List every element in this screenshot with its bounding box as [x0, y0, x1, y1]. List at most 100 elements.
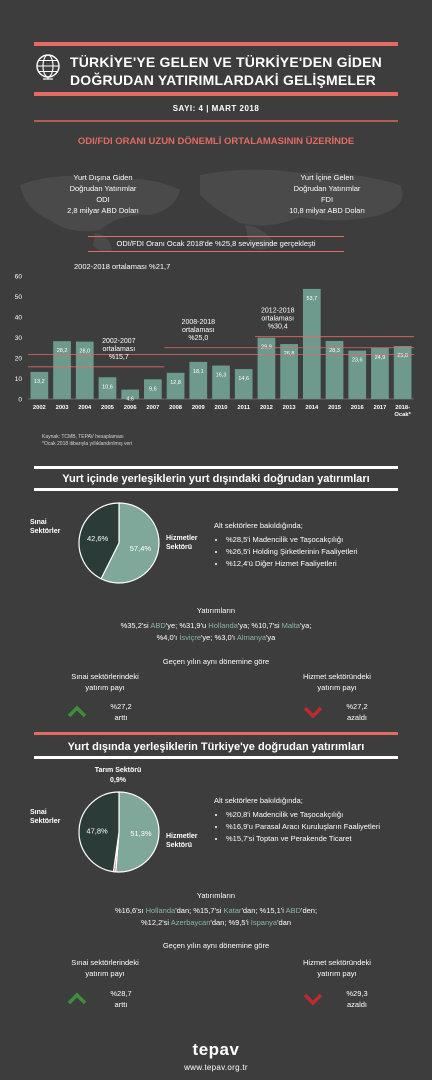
footer-url[interactable]: www.tepav.org.tr: [184, 1063, 248, 1072]
bar: [75, 341, 94, 399]
average-label: %30,4: [268, 324, 288, 331]
list-item: %16,9'u Parasal Aracı Kuruluşların Faali…: [226, 821, 414, 833]
inv-text: 'dan; %15,7'si: [175, 906, 224, 915]
bar-value-label: 24,9: [375, 355, 386, 361]
arrow-down-icon: [303, 706, 323, 719]
inv-text: %4,0'ı: [156, 633, 180, 642]
average-label: 2008-2018: [182, 319, 216, 326]
average-label: 2002-2018 ortalaması %21,7: [74, 262, 170, 271]
pie2-top-label-2: 0,9%: [110, 777, 126, 784]
pie-value-label: 57,4%: [130, 544, 152, 553]
section3-left-stat: Sınai sektörlerindeki yatırım payı: [50, 957, 160, 979]
inv-text: 'dan: [277, 918, 292, 927]
average-label: 2002-2007: [102, 338, 136, 345]
x-tick-label: 2005: [101, 405, 115, 411]
x-tick-label: 2009: [192, 405, 206, 411]
y-tick-label: 20: [15, 356, 23, 363]
s2-right-value-block: %27,2 azaldı: [332, 701, 382, 723]
y-tick-label: 60: [15, 274, 23, 281]
x-tick-label: Ocak*: [394, 412, 411, 418]
inv-text: 'ya;: [299, 621, 312, 630]
section2-title: Yurt içinde yerleşiklerin yurt dışındaki…: [62, 473, 370, 485]
list-item: %26,5'i Holding Şirketlerinin Faaliyetle…: [226, 546, 414, 558]
bar-value-label: 4,6: [126, 397, 134, 403]
header-top-line: [34, 42, 398, 46]
pie1-right-label-2: Sektörü: [166, 544, 193, 551]
bar: [234, 369, 253, 399]
fdi-line2: Doğrudan Yatırımlar: [293, 184, 361, 193]
section3-sub-title: Alt sektörlere bakıldığında;: [214, 796, 303, 805]
section3-inv-line2: %12,2'si Azerbaycan'dan; %9,5'i İspanya'…: [0, 917, 432, 929]
section3-right-stat: Hizmet sektöründeki yatırım payı: [282, 957, 392, 979]
country-name: Hollanda: [145, 906, 176, 915]
s2-left-value-block: %27,2 arttı: [96, 701, 146, 723]
section3-bottom-rule: [34, 756, 398, 759]
source-line-1: Kaynak: TCMB, TEPAV hesaplaması: [42, 434, 124, 440]
ratio-banner: ODI/FDI Oranı Ocak 2018'de %25,8 seviyes…: [88, 236, 344, 252]
section2-bottom-rule: [34, 488, 398, 491]
bar: [53, 341, 71, 399]
section2-investments: Yatırımların %35,2'si ABD'ye; %31,9'u Ho…: [0, 605, 432, 644]
bar: [30, 371, 49, 399]
country-name: İsviçre: [179, 633, 201, 642]
bar-value-label: 23,6: [352, 358, 363, 364]
title-line-2: DOĞRUDAN YATIRIMLARDAKİ GELİŞMELER: [70, 72, 376, 88]
s3-left-label1: Sınai sektörlerindeki: [71, 958, 139, 967]
fdi-box: Yurt İçine Gelen Doğrudan Yatırımlar FDI…: [262, 172, 392, 216]
globe-icon: [36, 54, 60, 80]
bar: [257, 337, 276, 399]
s3-right-dir: azaldı: [346, 1000, 367, 1009]
x-tick-label: 2010: [215, 405, 228, 411]
pie2-top-label: Tarım Sektörü 0,9%: [78, 766, 158, 785]
x-tick-label: 2011: [237, 405, 250, 411]
country-name: ABD: [150, 621, 166, 630]
page-title: TÜRKİYE'YE GELEN VE TÜRKİYE'DEN GİDEN DO…: [70, 53, 410, 89]
pie2-right-label: Hizmetler Sektörü: [166, 832, 198, 850]
pie2-right-label-2: Sektörü: [166, 842, 193, 849]
section2-top-rule: [34, 466, 398, 469]
s2-left-value: %27,2: [110, 702, 132, 711]
s2-right-label1: Hizmet sektöründeki: [303, 672, 371, 681]
x-tick-label: 2007: [146, 405, 159, 411]
average-label: 2012-2018: [261, 308, 295, 315]
chart-source: Kaynak: TCMB, TEPAV hesaplaması *Ocak 20…: [42, 434, 132, 448]
bar-value-label: 28,2: [57, 348, 68, 354]
section2-inv-title: Yatırımların: [196, 606, 236, 615]
fdi-line4: 10,8 milyar ABD Doları: [289, 206, 365, 215]
average-label: ortalaması: [261, 316, 294, 323]
country-name: Almanya: [236, 633, 266, 642]
section3-top-rule: [34, 732, 398, 735]
section2-left-stat: Sınai sektörlerindeki yatırım payı: [50, 671, 160, 693]
bar-value-label: 16,3: [216, 373, 227, 379]
average-label: ortalaması: [182, 327, 215, 334]
x-tick-label: 2002: [33, 405, 46, 411]
arrow-up-icon: [67, 992, 87, 1005]
s3-left-value-block: %28,7 arttı: [96, 988, 146, 1010]
average-label: %25,0: [188, 335, 208, 342]
bar: [393, 346, 412, 399]
country-name: Katar: [223, 906, 242, 915]
section3-inv-line1: %16,6'sı Hollanda'dan; %15,7'si Katar'da…: [0, 905, 432, 917]
section3-inv-title: Yatırımların: [196, 891, 236, 900]
average-label: ortalaması: [102, 346, 135, 353]
bar: [189, 361, 208, 399]
section3-title: Yurt dışında yerleşiklerin Türkiye'ye do…: [67, 741, 365, 753]
inv-text: 'dan; %9,5'i: [210, 918, 251, 927]
bar: [98, 377, 117, 399]
y-tick-label: 30: [15, 335, 23, 342]
pie1-left-label-1: Sınai: [30, 519, 47, 526]
section2-sub-title: Alt sektörlere bakıldığında;: [214, 521, 303, 530]
bar-value-label: 12,8: [170, 380, 181, 386]
bar-value-label: 9,6: [149, 386, 157, 392]
bar-value-label: 25,8: [397, 353, 408, 359]
arrow-down-icon: [303, 993, 323, 1006]
country-name: ABD: [285, 906, 302, 915]
pie2-left-label-2: Sektörler: [30, 818, 61, 825]
odi-line2: Doğrudan Yatırımlar: [69, 184, 137, 193]
section2-period: Geçen yılın aynı dönemine göre: [162, 657, 270, 666]
bar: [348, 350, 367, 399]
bar: [121, 389, 140, 399]
s2-left-label2: yatırım payı: [85, 683, 125, 692]
x-tick-label: 2014: [305, 405, 319, 411]
bar-value-label: 14,6: [238, 376, 249, 382]
